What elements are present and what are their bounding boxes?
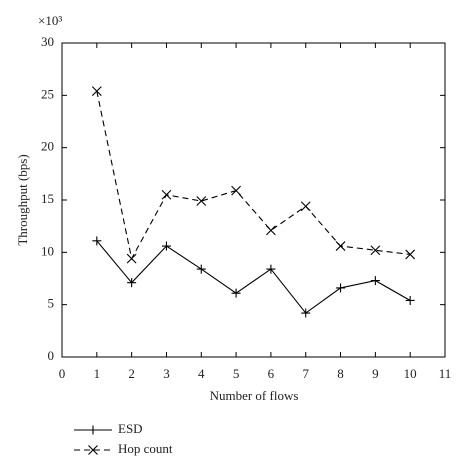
x-tick-label: 8 <box>337 366 344 381</box>
x-tick-label: 4 <box>198 366 205 381</box>
marker <box>91 86 102 97</box>
x-tick-label: 0 <box>59 366 66 381</box>
legend-marker <box>88 445 98 455</box>
legend-label: ESD <box>118 421 143 436</box>
marker <box>161 189 172 200</box>
x-tick-label: 2 <box>128 366 135 381</box>
y-tick-label: 20 <box>41 139 54 154</box>
marker <box>231 185 241 196</box>
marker <box>196 264 206 274</box>
marker <box>370 276 380 286</box>
y-tick-label: 10 <box>41 243 54 258</box>
x-tick-label: 7 <box>302 366 309 381</box>
x-tick-label: 5 <box>233 366 240 381</box>
legend-label: Hop count <box>118 441 173 456</box>
marker <box>300 201 311 212</box>
marker <box>266 225 276 236</box>
y-axis-label: Throughput (bps) <box>15 154 30 245</box>
x-tick-label: 3 <box>163 366 170 381</box>
y-tick-label: 15 <box>41 191 54 206</box>
marker <box>405 295 415 305</box>
marker <box>92 236 102 246</box>
marker <box>335 241 346 251</box>
series-line <box>96 91 411 261</box>
y-multiplier: ×10³ <box>38 13 62 28</box>
marker <box>266 264 276 274</box>
y-tick-label: 0 <box>48 348 55 363</box>
x-tick-label: 10 <box>404 366 417 381</box>
x-tick-label: 11 <box>439 366 452 381</box>
series-line <box>96 240 411 314</box>
y-tick-label: 5 <box>48 296 55 311</box>
x-tick-label: 9 <box>372 366 379 381</box>
marker <box>301 308 311 318</box>
y-tick-label: 30 <box>41 34 54 49</box>
marker <box>370 245 381 256</box>
legend-marker <box>88 425 98 435</box>
marker <box>231 288 241 298</box>
x-axis-label: Number of flows <box>210 388 299 403</box>
marker <box>161 241 171 251</box>
marker <box>196 196 207 206</box>
y-tick-label: 25 <box>41 86 54 101</box>
marker <box>405 249 416 260</box>
x-tick-label: 1 <box>94 366 101 381</box>
x-tick-label: 6 <box>268 366 275 381</box>
marker <box>127 278 137 288</box>
marker <box>126 253 137 264</box>
marker <box>336 283 346 293</box>
